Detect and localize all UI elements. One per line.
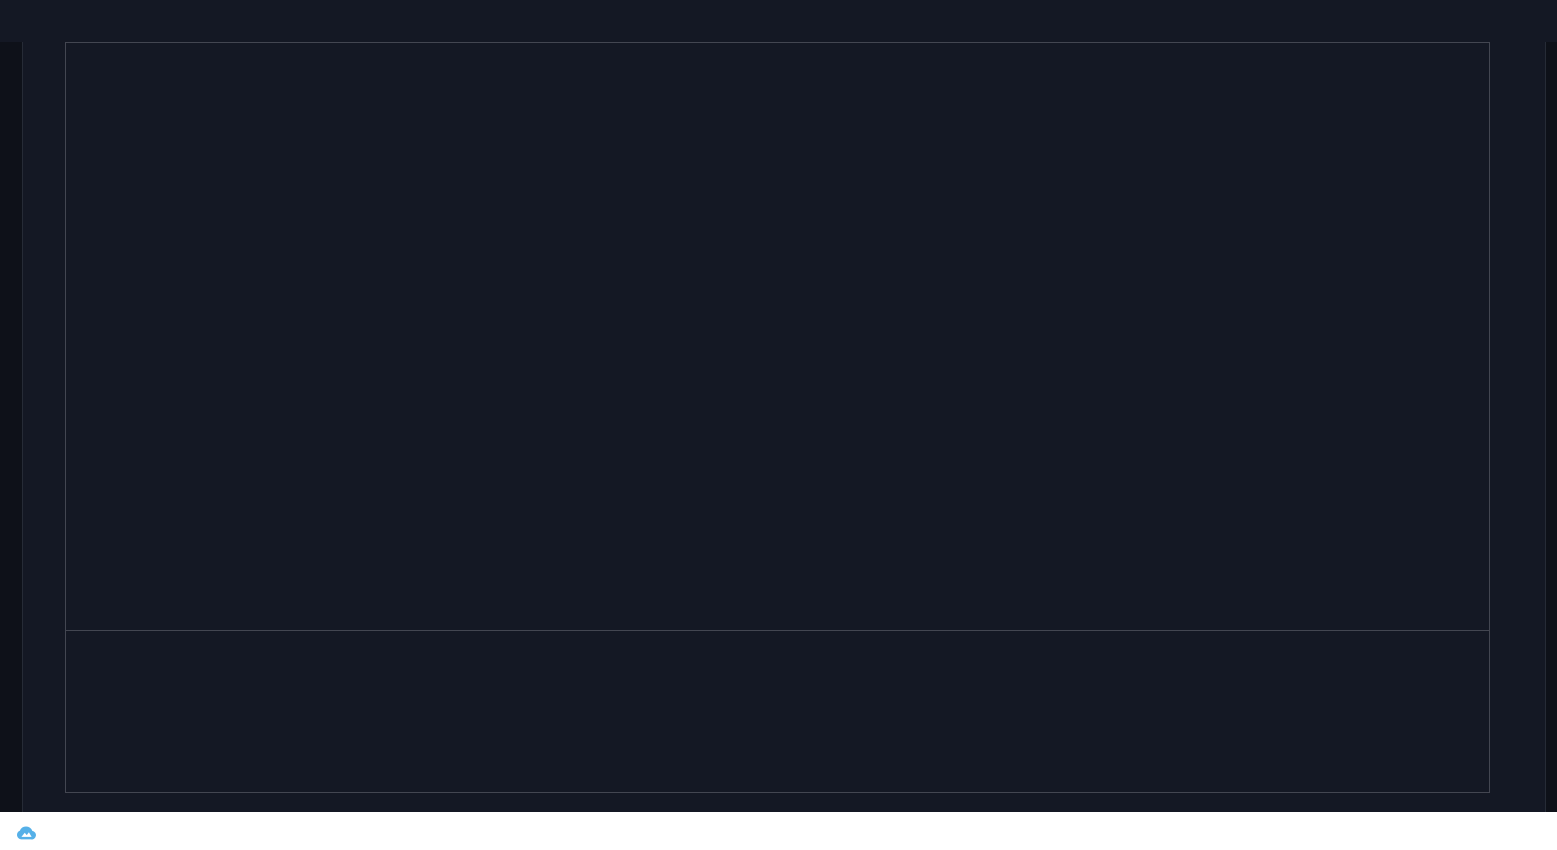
- left-edge-strip: [0, 42, 23, 812]
- right-price-axis[interactable]: [1489, 42, 1545, 812]
- stochastic-pane[interactable]: [66, 630, 1489, 793]
- right-edge-strip: [1545, 42, 1557, 812]
- credit-footer: [9, 822, 39, 846]
- symbol-header: [9, 22, 57, 37]
- left-price-axis[interactable]: [0, 42, 65, 812]
- plot-area: [65, 42, 1490, 793]
- price-badge-pivot-right: [1490, 0, 1546, 17]
- main-chart[interactable]: [66, 43, 1489, 630]
- date-axis[interactable]: [65, 792, 1489, 812]
- tradingview-logo-icon: [17, 826, 36, 840]
- chart-panel: [0, 0, 1557, 812]
- price-badge-pivot-left: [1, 0, 63, 17]
